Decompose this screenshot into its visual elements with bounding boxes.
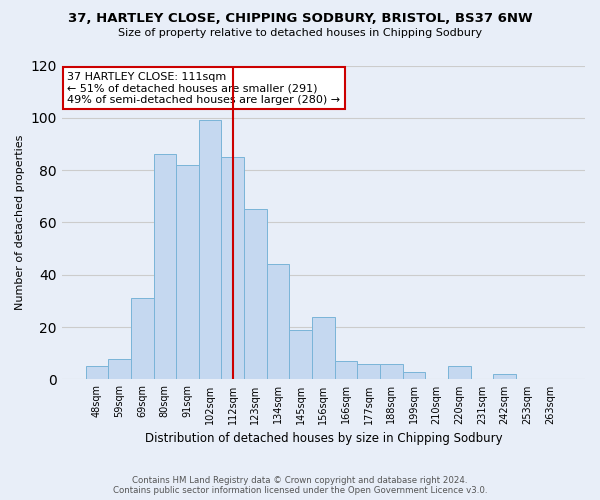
Bar xyxy=(199,120,221,380)
Bar xyxy=(221,157,244,380)
Bar xyxy=(403,372,425,380)
Bar xyxy=(131,298,154,380)
Bar xyxy=(312,316,335,380)
Bar xyxy=(86,366,108,380)
Text: 37 HARTLEY CLOSE: 111sqm
← 51% of detached houses are smaller (291)
49% of semi-: 37 HARTLEY CLOSE: 111sqm ← 51% of detach… xyxy=(67,72,340,105)
X-axis label: Distribution of detached houses by size in Chipping Sodbury: Distribution of detached houses by size … xyxy=(145,432,502,445)
Bar xyxy=(154,154,176,380)
Text: Contains HM Land Registry data © Crown copyright and database right 2024.
Contai: Contains HM Land Registry data © Crown c… xyxy=(113,476,487,495)
Bar xyxy=(335,361,358,380)
Text: 37, HARTLEY CLOSE, CHIPPING SODBURY, BRISTOL, BS37 6NW: 37, HARTLEY CLOSE, CHIPPING SODBURY, BRI… xyxy=(68,12,532,26)
Text: Size of property relative to detached houses in Chipping Sodbury: Size of property relative to detached ho… xyxy=(118,28,482,38)
Bar xyxy=(448,366,470,380)
Bar xyxy=(176,165,199,380)
Bar xyxy=(358,364,380,380)
Bar xyxy=(289,330,312,380)
Bar xyxy=(380,364,403,380)
Bar xyxy=(493,374,516,380)
Bar xyxy=(267,264,289,380)
Bar xyxy=(244,210,267,380)
Y-axis label: Number of detached properties: Number of detached properties xyxy=(15,135,25,310)
Bar xyxy=(108,358,131,380)
